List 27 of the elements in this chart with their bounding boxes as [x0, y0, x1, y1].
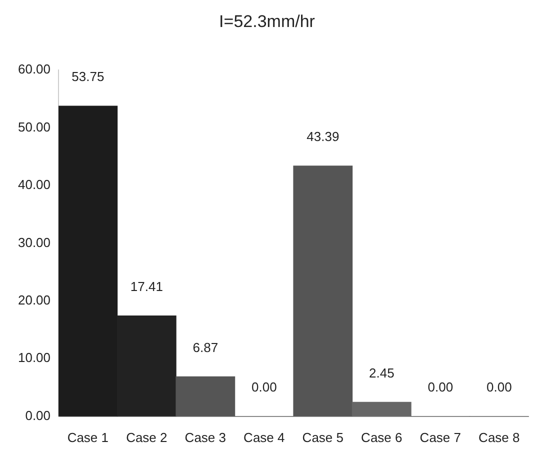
x-tick-label: Case 2	[126, 430, 168, 445]
x-tick-label: Case 5	[302, 430, 344, 445]
y-tick-label: 50.00	[18, 119, 51, 134]
data-label: 0.00	[252, 379, 277, 394]
x-tick-label: Case 1	[67, 430, 109, 445]
chart-title: I=52.3mm/hr	[218, 12, 316, 33]
y-tick-label: 40.00	[18, 177, 51, 192]
x-tick-label: Case 7	[420, 430, 462, 445]
y-tick-label: 60.00	[18, 62, 51, 77]
data-label: 2.45	[369, 365, 394, 380]
data-label: 43.39	[306, 128, 340, 144]
data-label: 6.87	[192, 340, 218, 355]
bar	[293, 166, 353, 416]
bar	[176, 376, 236, 416]
y-tick-label: 10.00	[18, 350, 51, 366]
data-label: 53.75	[72, 69, 104, 84]
y-tick-label: 20.00	[18, 292, 51, 308]
x-tick-label: Case 4	[244, 430, 285, 445]
x-tick-label: Case 3	[184, 430, 226, 445]
x-tick-label: Case 8	[478, 430, 520, 445]
y-tick-label: 30.00	[18, 234, 51, 250]
bar	[352, 402, 412, 416]
data-label: 17.41	[130, 278, 163, 294]
y-tick-label: 0.00	[25, 408, 51, 423]
data-label: 0.00	[428, 379, 454, 394]
data-label: 0.00	[486, 379, 512, 394]
x-tick-label: Case 6	[361, 430, 402, 445]
